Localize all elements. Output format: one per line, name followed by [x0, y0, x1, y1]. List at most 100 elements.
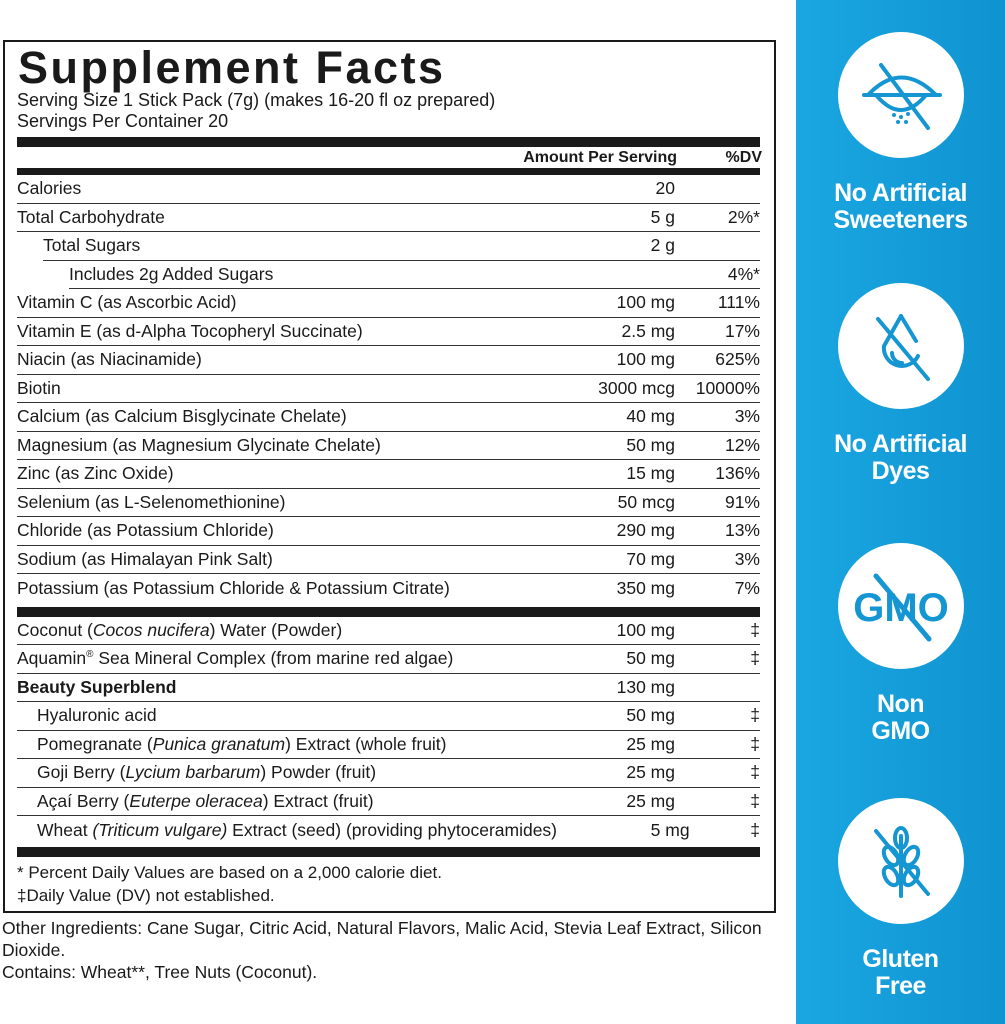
ingredient-table: Coconut (Cocos nucifera) Water (Powder) 1…	[17, 617, 762, 845]
nutrient-row: Zinc (as Zinc Oxide) 15 mg 136%	[17, 460, 760, 489]
nutrient-amount: 5 g	[650, 206, 675, 227]
ingredient-name: Beauty Superblend	[17, 677, 515, 698]
ingredient-name: Goji Berry (Lycium barbarum) Powder (fru…	[17, 762, 515, 783]
nutrient-name: Selenium (as L-Selenomethionine)	[17, 491, 286, 512]
ingredient-dv: ‡	[750, 790, 760, 811]
nutrient-table: Calories 20 Total Carbohydrate 5 g 2%* Total …	[17, 175, 762, 603]
name-part: Pomegranate (	[37, 733, 153, 754]
other-ingredients-text: Other Ingredients: Cane Sugar, Citric Ac…	[2, 918, 762, 960]
ingredient-name: Wheat (Triticum vulgare) Extract (seed) …	[17, 820, 557, 841]
allergen-text: Contains: Wheat**, Tree Nuts (Coconut).	[2, 962, 318, 982]
name-part: ) Powder (fruit)	[260, 762, 377, 783]
name-part: Goji Berry (	[37, 762, 126, 783]
supplement-facts-label: Supplement Facts Serving Size 1 Stick Pa…	[3, 40, 776, 913]
nutrient-row: Selenium (as L-Selenomethionine) 50 mcg 91…	[17, 489, 760, 517]
latin-name: Lycium barbarum	[125, 762, 261, 783]
ingredient-name: Aquamin® Sea Mineral Complex (from marin…	[17, 648, 515, 669]
ingredient-amount: 25 mg	[626, 733, 675, 754]
nutrient-dv: 10000%	[695, 377, 760, 398]
name-part: Sea Mineral Complex (from marine red alg…	[93, 648, 454, 669]
nutrient-amount: 15 mg	[626, 463, 675, 484]
nutrient-dv: 13%	[724, 520, 760, 541]
divider-bar	[17, 168, 760, 175]
nutrient-name: Includes 2g Added Sugars	[69, 263, 274, 284]
nutrient-dv: 2%*	[727, 206, 760, 227]
footnote: ‡Daily Value (DV) not established.	[17, 885, 275, 905]
nutrient-amount: 2.5 mg	[621, 320, 676, 341]
badge-text: Free	[875, 972, 926, 1000]
serving-size: Serving Size 1 Stick Pack (7g) (makes 16…	[17, 90, 496, 110]
badge-no-sweeteners: No Artificial Sweeteners	[796, 32, 1005, 234]
nutrient-amount: 3000 mcg	[598, 377, 675, 398]
badge-text: No Artificial	[834, 430, 967, 458]
ingredient-amount: 130 mg	[616, 676, 675, 697]
registered-mark: ®	[86, 649, 94, 661]
nutrient-dv: 91%	[724, 491, 760, 512]
amount-header: Amount Per Serving	[523, 148, 677, 166]
nutrient-name: Vitamin C (as Ascorbic Acid)	[17, 292, 237, 313]
nutrient-name: Calories	[17, 178, 82, 199]
nutrient-amount: 350 mg	[616, 577, 675, 598]
latin-name: Cocos nucifera	[92, 619, 210, 640]
nutrient-name: Zinc (as Zinc Oxide)	[17, 463, 174, 484]
name-part: Beauty Superblend	[17, 676, 177, 697]
nutrient-row: Includes 2g Added Sugars 4%*	[69, 261, 760, 289]
nutrient-dv: 4%*	[727, 263, 760, 284]
nutrient-name: Total Carbohydrate	[17, 206, 165, 227]
nutrient-row: Potassium (as Potassium Chloride & Potas…	[17, 574, 760, 603]
nutrient-name: Chloride (as Potassium Chloride)	[17, 520, 274, 541]
footnote: * Percent Daily Values are based on a 2,…	[17, 862, 442, 882]
badge-text: Non	[876, 690, 925, 718]
ingredient-dv: ‡	[750, 705, 760, 726]
ingredient-amount: 5 mg	[650, 819, 690, 840]
ingredient-amount: 100 mg	[616, 619, 675, 640]
no-dye-icon	[875, 314, 930, 381]
divider-bar	[17, 606, 760, 617]
nutrient-row: Chloride (as Potassium Chloride) 290 mg 13…	[17, 517, 760, 546]
ingredient-row: Beauty Superblend 130 mg	[17, 674, 760, 702]
nutrient-name: Niacin (as Niacinamide)	[17, 349, 202, 370]
ingredient-dv: ‡	[750, 762, 760, 783]
nutrient-row: Magnesium (as Magnesium Glycinate Chelat…	[17, 432, 760, 460]
badge-no-dyes: No Artificial Dyes	[796, 283, 1005, 485]
label-title: Supplement Facts	[18, 42, 446, 93]
nutrient-name: Potassium (as Potassium Chloride & Potas…	[17, 577, 450, 598]
nutrient-dv: 7%	[734, 577, 760, 598]
badge-text: Sweeteners	[833, 206, 968, 234]
name-part: Aquamin	[17, 648, 87, 669]
nutrient-row: Calcium (as Calcium Bisglycinate Chelate…	[17, 403, 760, 432]
ingredient-name: Pomegranate (Punica granatum) Extract (w…	[17, 734, 515, 755]
ingredient-row: Açaí Berry (Euterpe oleracea) Extract (f…	[17, 788, 760, 816]
nutrient-amount: 100 mg	[616, 292, 675, 313]
nutrient-amount: 100 mg	[616, 349, 675, 370]
nutrient-name: Magnesium (as Magnesium Glycinate Chelat…	[17, 434, 381, 455]
badge-text: No Artificial	[834, 179, 967, 207]
ingredient-name: Hyaluronic acid	[17, 705, 515, 726]
nutrient-name: Vitamin E (as d-Alpha Tocopheryl Succina…	[17, 320, 363, 341]
servings-per-container: Servings Per Container 20	[17, 111, 229, 131]
nutrient-row: Sodium (as Himalayan Pink Salt) 70 mg 3%	[17, 546, 760, 574]
name-part: ) Extract (whole fruit)	[285, 733, 447, 754]
nutrient-row: Biotin 3000 mcg 10000%	[17, 375, 760, 403]
ingredient-dv: ‡	[750, 819, 760, 840]
divider-bar	[17, 137, 760, 147]
latin-name: Euterpe oleracea	[129, 790, 263, 811]
nutrient-name: Sodium (as Himalayan Pink Salt)	[17, 548, 273, 569]
non-gmo-icon: GMO	[853, 573, 948, 642]
nutrient-name: Biotin	[17, 377, 61, 398]
badge-gluten-free: Gluten Free	[796, 798, 1005, 1000]
latin-name: (Triticum vulgare)	[92, 819, 228, 840]
nutrient-name: Total Sugars	[43, 235, 141, 256]
ingredient-row: Pomegranate (Punica granatum) Extract (w…	[17, 731, 760, 759]
claims-panel: No Artificial Sweeteners No Artificial Dye…	[796, 0, 1005, 1024]
name-part: ) Extract (fruit)	[262, 790, 374, 811]
nutrient-amount: 2 g	[650, 235, 675, 256]
ingredient-amount: 50 mg	[626, 705, 675, 726]
ingredient-amount: 50 mg	[626, 648, 675, 669]
nutrient-amount: 290 mg	[616, 520, 675, 541]
other-ingredients: Other Ingredients: Cane Sugar, Citric Ac…	[2, 917, 792, 983]
nutrient-row: Total Carbohydrate 5 g 2%*	[17, 204, 760, 232]
ingredient-dv: ‡	[750, 648, 760, 669]
nutrient-row: Calories 20	[17, 175, 760, 204]
